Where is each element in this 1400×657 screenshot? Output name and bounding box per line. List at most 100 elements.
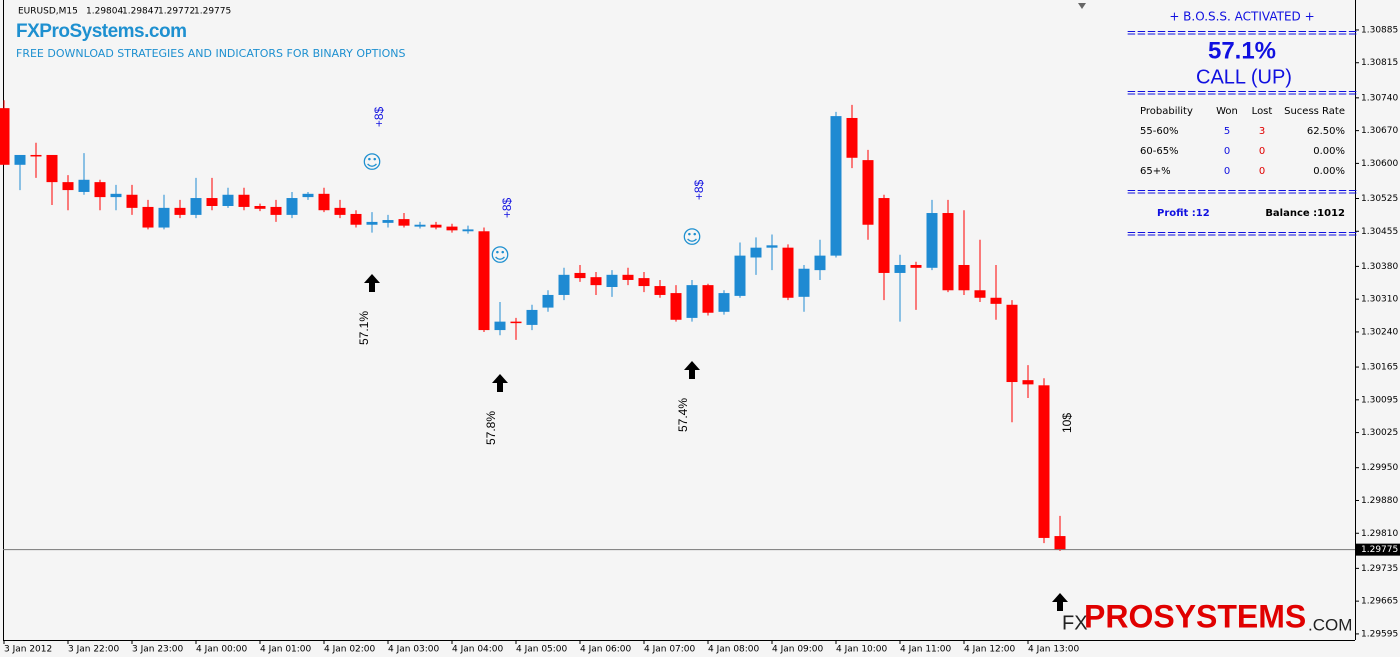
candle-body xyxy=(62,182,74,191)
candle-body xyxy=(830,116,842,256)
candle-body xyxy=(46,154,58,183)
candle-body xyxy=(206,198,218,206)
signal-arrow xyxy=(684,361,700,379)
y-tick-label: 1.29810 xyxy=(1361,529,1398,539)
x-tick-label: 4 Jan 05:00 xyxy=(516,645,568,655)
candle-body xyxy=(462,229,474,232)
candle-body xyxy=(958,264,970,291)
candle-body xyxy=(990,297,1002,304)
panel-signal: CALL (UP) xyxy=(1196,66,1292,88)
candle-body xyxy=(222,194,234,206)
candle-body xyxy=(766,245,778,248)
x-tick-label: 3 Jan 2012 xyxy=(4,645,52,655)
candle-body xyxy=(270,206,282,215)
candle-body xyxy=(1054,536,1066,550)
separator: ======================= xyxy=(1126,86,1357,100)
candle-body xyxy=(734,255,746,296)
candle-body xyxy=(750,247,762,258)
candle-body xyxy=(254,205,266,209)
x-tick-label: 4 Jan 12:00 xyxy=(964,645,1016,655)
y-tick-label: 1.29880 xyxy=(1361,496,1398,506)
y-tick-label: 1.30165 xyxy=(1361,363,1398,373)
candle-body xyxy=(526,309,538,325)
y-tick-label: 1.29595 xyxy=(1361,629,1398,639)
y-tick-label: 1.30240 xyxy=(1361,327,1398,337)
candle-body xyxy=(638,278,650,287)
candle-body xyxy=(142,206,154,228)
signal-arrow xyxy=(492,374,508,392)
candle-body xyxy=(814,255,826,271)
candle-body xyxy=(974,290,986,298)
candle-body xyxy=(318,193,330,211)
balance: Balance :1012 xyxy=(1265,208,1345,219)
shift-marker xyxy=(1078,3,1086,9)
y-tick-label: 1.30455 xyxy=(1361,227,1398,237)
panel-cell: 0 xyxy=(1224,146,1230,157)
y-tick-label: 1.30525 xyxy=(1361,194,1398,204)
last-price-box xyxy=(1356,543,1400,556)
watermark: FX PROSYSTEMS .COM xyxy=(1062,598,1352,634)
candle-body xyxy=(894,264,906,273)
candle-body xyxy=(942,213,954,291)
candle-body xyxy=(1006,304,1018,383)
symbol: EURUSD,M15 xyxy=(18,7,78,17)
panel-cell: 3 xyxy=(1259,126,1265,137)
x-tick-label: 4 Jan 04:00 xyxy=(452,645,504,655)
y-tick-label: 1.30885 xyxy=(1361,25,1398,35)
candle-body xyxy=(1022,380,1034,385)
candle-body xyxy=(110,193,122,198)
x-tick-label: 3 Jan 22:00 xyxy=(68,645,120,655)
signal-probability: 57.4% xyxy=(676,398,690,432)
panel-cell: 60-65% xyxy=(1140,146,1179,157)
y-tick-label: 1.29735 xyxy=(1361,564,1398,574)
candle-body xyxy=(190,198,202,215)
x-tick-label: 4 Jan 07:00 xyxy=(644,645,696,655)
candle-body xyxy=(542,294,554,308)
candle-body xyxy=(94,182,106,198)
panel-cell: 0 xyxy=(1259,146,1265,157)
candle-body xyxy=(670,293,682,320)
candle-body xyxy=(478,231,490,331)
x-tick-label: 4 Jan 13:00 xyxy=(1028,645,1080,655)
panel-cell: 65+% xyxy=(1140,166,1171,177)
panel-cell: 55-60% xyxy=(1140,126,1179,137)
signal-profit: +8$ xyxy=(692,179,706,200)
separator: ======================= xyxy=(1126,26,1357,40)
panel-cell: 0 xyxy=(1259,166,1265,177)
x-tick-label: 4 Jan 11:00 xyxy=(900,645,952,655)
y-tick-label: 1.30310 xyxy=(1361,295,1398,305)
candle-body xyxy=(782,247,794,298)
candle-body xyxy=(590,277,602,286)
watermark-suffix: .COM xyxy=(1308,615,1352,634)
x-tick-label: 4 Jan 10:00 xyxy=(836,645,888,655)
signal-arrow xyxy=(1052,593,1068,611)
signal-arrow xyxy=(364,274,380,292)
candle-body xyxy=(510,321,522,324)
tagline: FREE DOWNLOAD STRATEGIES AND INDICATORS … xyxy=(16,47,405,60)
y-tick-label: 1.30025 xyxy=(1361,428,1398,438)
candle-body xyxy=(654,286,666,295)
panel-probability: 57.1% xyxy=(1208,37,1276,64)
candle-body xyxy=(686,285,698,318)
candle-body xyxy=(174,207,186,215)
signal-smiley: ☺ xyxy=(362,152,382,174)
panel-column: Won xyxy=(1216,106,1238,117)
candle-body xyxy=(910,264,922,268)
signal-smiley: ☺ xyxy=(682,227,702,249)
y-tick-label: 1.30600 xyxy=(1361,159,1398,169)
panel-cell: 0.00% xyxy=(1313,146,1345,157)
x-tick-label: 4 Jan 00:00 xyxy=(196,645,248,655)
x-tick-label: 4 Jan 09:00 xyxy=(772,645,824,655)
watermark-prefix: FX xyxy=(1062,612,1088,634)
stats-panel: + B.O.S.S. ACTIVATED + =================… xyxy=(1126,10,1357,241)
header-open: 1.29804 xyxy=(86,7,123,17)
signal-profit: +8$ xyxy=(500,197,514,218)
y-tick-label: 1.30815 xyxy=(1361,58,1398,68)
header-close: 1.29775 xyxy=(194,7,231,17)
candle-body xyxy=(334,207,346,215)
profit: Profit :12 xyxy=(1157,208,1210,219)
panel-column: Probability xyxy=(1140,106,1193,117)
candle-body xyxy=(622,274,634,280)
